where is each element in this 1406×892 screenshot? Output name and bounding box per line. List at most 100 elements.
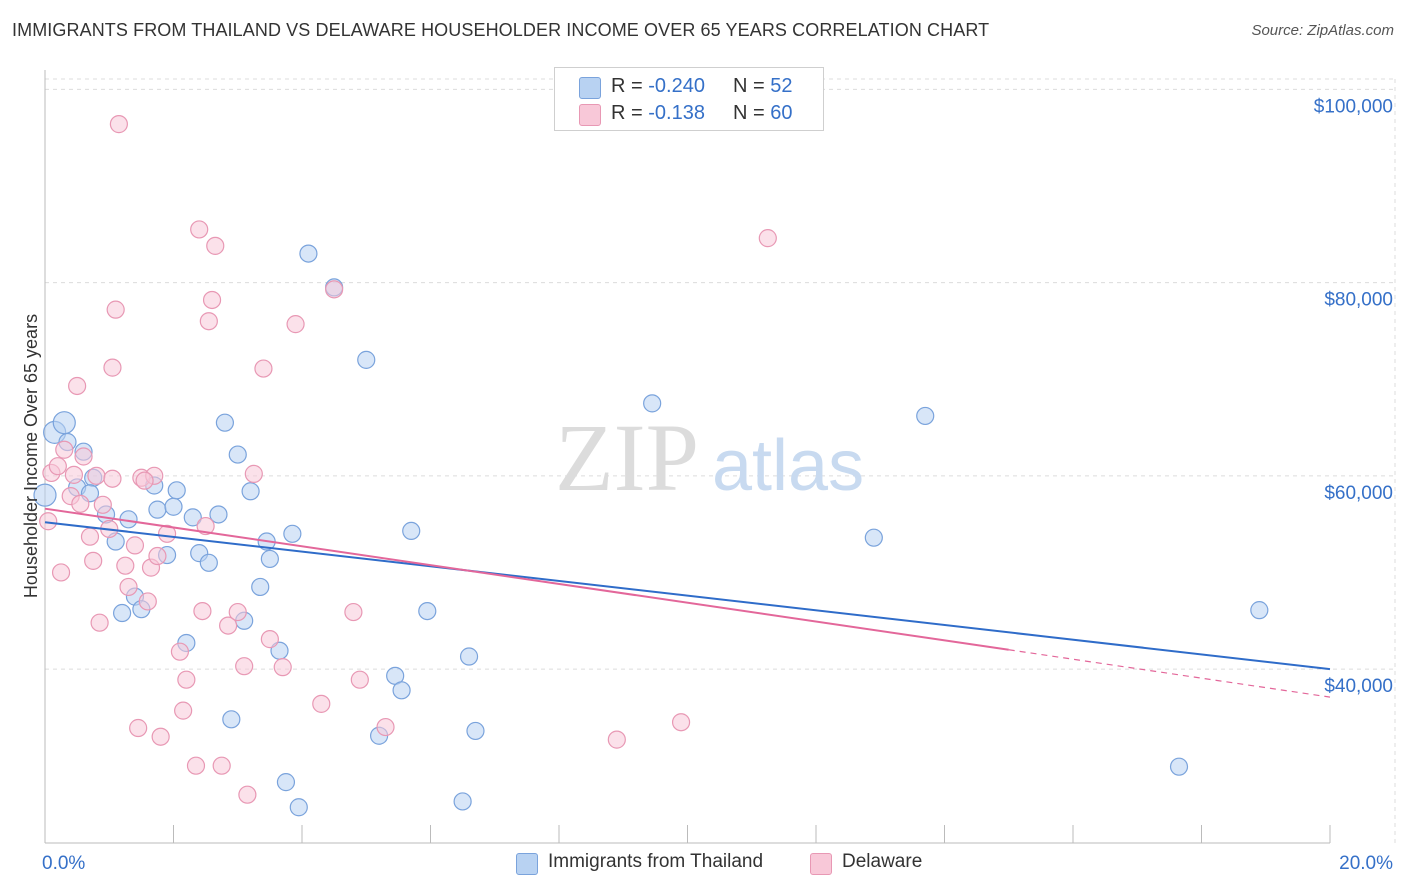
bottom-legend-label-thailand: Immigrants from Thailand (548, 851, 764, 872)
point-delaware (350, 670, 369, 689)
point-thailand (466, 721, 485, 741)
point-delaware (202, 290, 222, 310)
point-thailand (260, 549, 279, 569)
point-delaware (174, 701, 193, 720)
point-delaware (254, 359, 273, 378)
point-delaware (206, 236, 225, 255)
point-thailand (357, 350, 376, 369)
point-delaware (80, 527, 100, 546)
point-delaware (238, 785, 257, 804)
point-delaware (135, 471, 154, 490)
trend-layer (44, 507, 1331, 698)
point-delaware (344, 602, 363, 622)
point-delaware (193, 601, 212, 621)
point-thailand (52, 411, 76, 435)
point-thailand (167, 481, 186, 500)
point-thailand (241, 482, 260, 501)
watermark-atlas: atlas (712, 426, 864, 506)
point-delaware (51, 563, 71, 582)
point-delaware (671, 713, 691, 732)
point-thailand (402, 521, 421, 541)
point-thailand (643, 394, 662, 413)
point-delaware (90, 613, 109, 632)
point-delaware (286, 315, 305, 334)
point-delaware (55, 440, 74, 459)
legend-n-thailand: N = 52 (733, 75, 793, 97)
point-delaware (39, 512, 58, 531)
point-thailand (1250, 601, 1269, 620)
point-delaware (199, 312, 218, 331)
watermark: ZIP atlas (555, 404, 864, 511)
bottom-legend-swatch-thailand (516, 853, 538, 875)
trend-line-extension-delaware (1008, 649, 1331, 698)
point-delaware (219, 616, 238, 635)
point-delaware (109, 115, 128, 134)
point-delaware (244, 464, 263, 483)
point-delaware (119, 577, 138, 597)
point-delaware (103, 469, 122, 488)
points-layer (33, 115, 1269, 817)
legend-r-delaware: R = -0.138 (611, 102, 705, 124)
point-thailand (112, 603, 132, 623)
point-thailand (916, 406, 935, 426)
point-delaware (148, 546, 167, 566)
point-delaware (93, 495, 112, 514)
point-delaware (312, 694, 331, 713)
point-delaware (260, 630, 279, 649)
point-delaware (273, 658, 292, 677)
y-tick-label: $40,000 (1324, 676, 1393, 697)
point-thailand (209, 505, 228, 524)
point-delaware (68, 376, 87, 396)
point-thailand (864, 528, 883, 547)
point-thailand (276, 773, 296, 792)
point-delaware (71, 494, 90, 513)
point-delaware (157, 524, 177, 543)
x-tick-label: 20.0% (1339, 853, 1393, 874)
point-delaware (103, 358, 122, 377)
point-thailand (183, 508, 202, 527)
point-thailand (164, 497, 183, 516)
point-thailand (251, 577, 270, 597)
point-delaware (151, 727, 170, 746)
point-thailand (299, 244, 318, 263)
point-delaware (186, 756, 206, 775)
point-delaware (170, 642, 190, 661)
point-thailand (33, 483, 57, 507)
point-thailand (453, 792, 472, 811)
point-thailand (215, 413, 234, 432)
point-thailand (1169, 757, 1189, 776)
point-delaware (376, 717, 395, 737)
point-delaware (74, 447, 93, 466)
chart-title: IMMIGRANTS FROM THAILAND VS DELAWARE HOU… (12, 20, 990, 40)
y-axis-label: Householder Income Over 65 years (21, 314, 41, 598)
point-delaware (138, 592, 157, 611)
trend-line-delaware (44, 507, 1009, 651)
legend-swatch-thailand (579, 77, 601, 99)
point-delaware (190, 220, 209, 239)
trend-line-thailand (44, 521, 1331, 671)
source-label: Source: ZipAtlas.com (1251, 22, 1394, 39)
point-delaware (64, 465, 84, 484)
point-thailand (289, 798, 308, 817)
point-thailand (222, 710, 241, 729)
point-delaware (607, 730, 626, 749)
point-delaware (106, 300, 125, 319)
point-delaware (758, 229, 777, 248)
y-tick-label: $80,000 (1324, 290, 1393, 311)
point-delaware (84, 551, 103, 570)
point-delaware (228, 602, 247, 622)
point-delaware (212, 756, 231, 775)
point-thailand (418, 601, 437, 621)
legend-swatch-delaware (579, 104, 601, 126)
point-delaware (48, 457, 67, 476)
correlation-legend: R = -0.240 N = 52 R = -0.138 N = 60 (554, 67, 824, 131)
point-delaware (129, 718, 148, 738)
y-tick-label: $100,000 (1314, 96, 1393, 117)
point-thailand (148, 500, 167, 519)
point-thailand (228, 445, 247, 464)
point-thailand (283, 524, 302, 543)
legend-r-thailand: R = -0.240 (611, 75, 705, 97)
axes-layer: $40,000 $60,000 $80,000 $100,000 0.0% 20.0% (42, 70, 1393, 874)
point-delaware (116, 556, 135, 575)
